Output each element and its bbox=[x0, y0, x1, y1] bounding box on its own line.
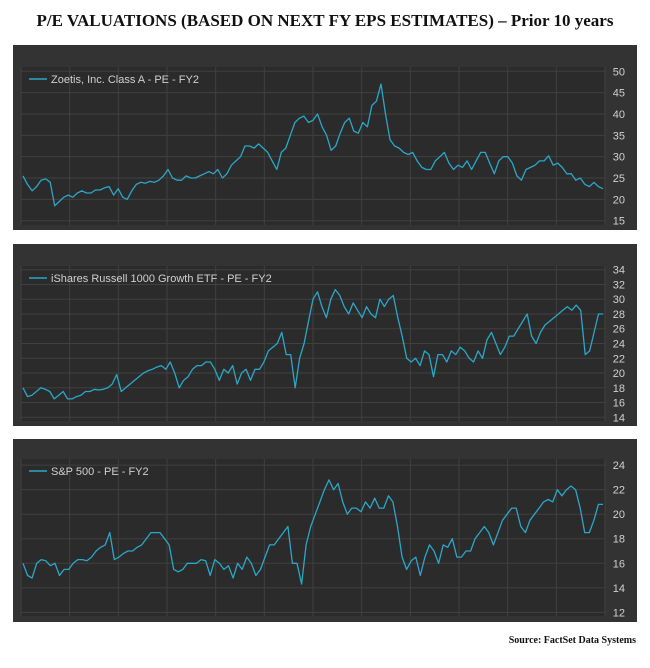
zoetis-y-tick-label: 25 bbox=[613, 173, 625, 185]
sp500-series-line bbox=[22, 479, 603, 585]
source-note: Source: FactSet Data Systems bbox=[508, 635, 636, 646]
zoetis-pe-chart: 15 20 25 30 35 40 45 50 Zoetis, Inc. Class A - P… bbox=[13, 45, 637, 230]
russell-y-tick-label: 18 bbox=[613, 383, 625, 395]
sp500-legend-label: S&P 500 - PE - FY2 bbox=[51, 466, 149, 478]
zoetis-y-tick-label: 40 bbox=[613, 109, 625, 121]
russell-y-tick-label: 24 bbox=[613, 339, 625, 351]
zoetis-y-tick-label: 30 bbox=[613, 152, 625, 164]
zoetis-y-tick-label: 45 bbox=[613, 88, 625, 100]
russell-y-tick-label: 28 bbox=[613, 309, 625, 321]
russell-y-tick-label: 32 bbox=[613, 279, 625, 291]
sp500-y-tick-label: 22 bbox=[613, 485, 625, 497]
sp500-y-tick-label: 12 bbox=[613, 607, 625, 619]
russell-y-tick-label: 16 bbox=[613, 398, 625, 410]
russell-legend-label: iShares Russell 1000 Growth ETF - PE - F… bbox=[51, 273, 272, 285]
russell-y-tick-label: 20 bbox=[613, 368, 625, 380]
russell-y-tick-label: 22 bbox=[613, 353, 625, 365]
russell-y-tick-label: 26 bbox=[613, 324, 625, 336]
sp500-pe-chart-svg: 12 14 16 18 20 22 24 S&P 500 - PE - FY2 bbox=[20, 459, 625, 619]
russell-1000-growth-pe-chart-svg: 14 16 18 20 22 24 26 28 30 32 34 iShares Russell 10… bbox=[20, 265, 625, 424]
zoetis-y-tick-label: 15 bbox=[613, 216, 625, 228]
sp500-y-tick-label: 24 bbox=[613, 460, 625, 472]
russell-series-line bbox=[22, 288, 603, 400]
russell-y-tick-label: 34 bbox=[613, 265, 625, 277]
page-title: P/E VALUATIONS (BASED ON NEXT FY EPS EST… bbox=[36, 11, 614, 30]
zoetis-pe-chart-svg: 15 20 25 30 35 40 45 50 Zoetis, Inc. Class A - P… bbox=[20, 66, 625, 228]
zoetis-y-tick-label: 20 bbox=[613, 194, 625, 206]
russell-1000-growth-pe-chart: 14 16 18 20 22 24 26 28 30 32 34 iShares Russell 10… bbox=[13, 244, 637, 426]
sp500-y-tick-label: 20 bbox=[613, 509, 625, 521]
zoetis-legend-label: Zoetis, Inc. Class A - PE - FY2 bbox=[51, 74, 199, 86]
sp500-y-tick-label: 16 bbox=[613, 558, 625, 570]
russell-y-tick-label: 14 bbox=[613, 412, 625, 424]
sp500-pe-chart: 12 14 16 18 20 22 24 S&P 500 - PE - FY2 bbox=[13, 439, 637, 622]
sp500-y-tick-label: 18 bbox=[613, 534, 625, 546]
sp500-y-tick-label: 14 bbox=[613, 583, 625, 595]
zoetis-y-tick-label: 50 bbox=[613, 66, 625, 78]
zoetis-series-line bbox=[22, 83, 604, 207]
russell-y-tick-label: 30 bbox=[613, 294, 625, 306]
zoetis-y-tick-label: 35 bbox=[613, 130, 625, 142]
